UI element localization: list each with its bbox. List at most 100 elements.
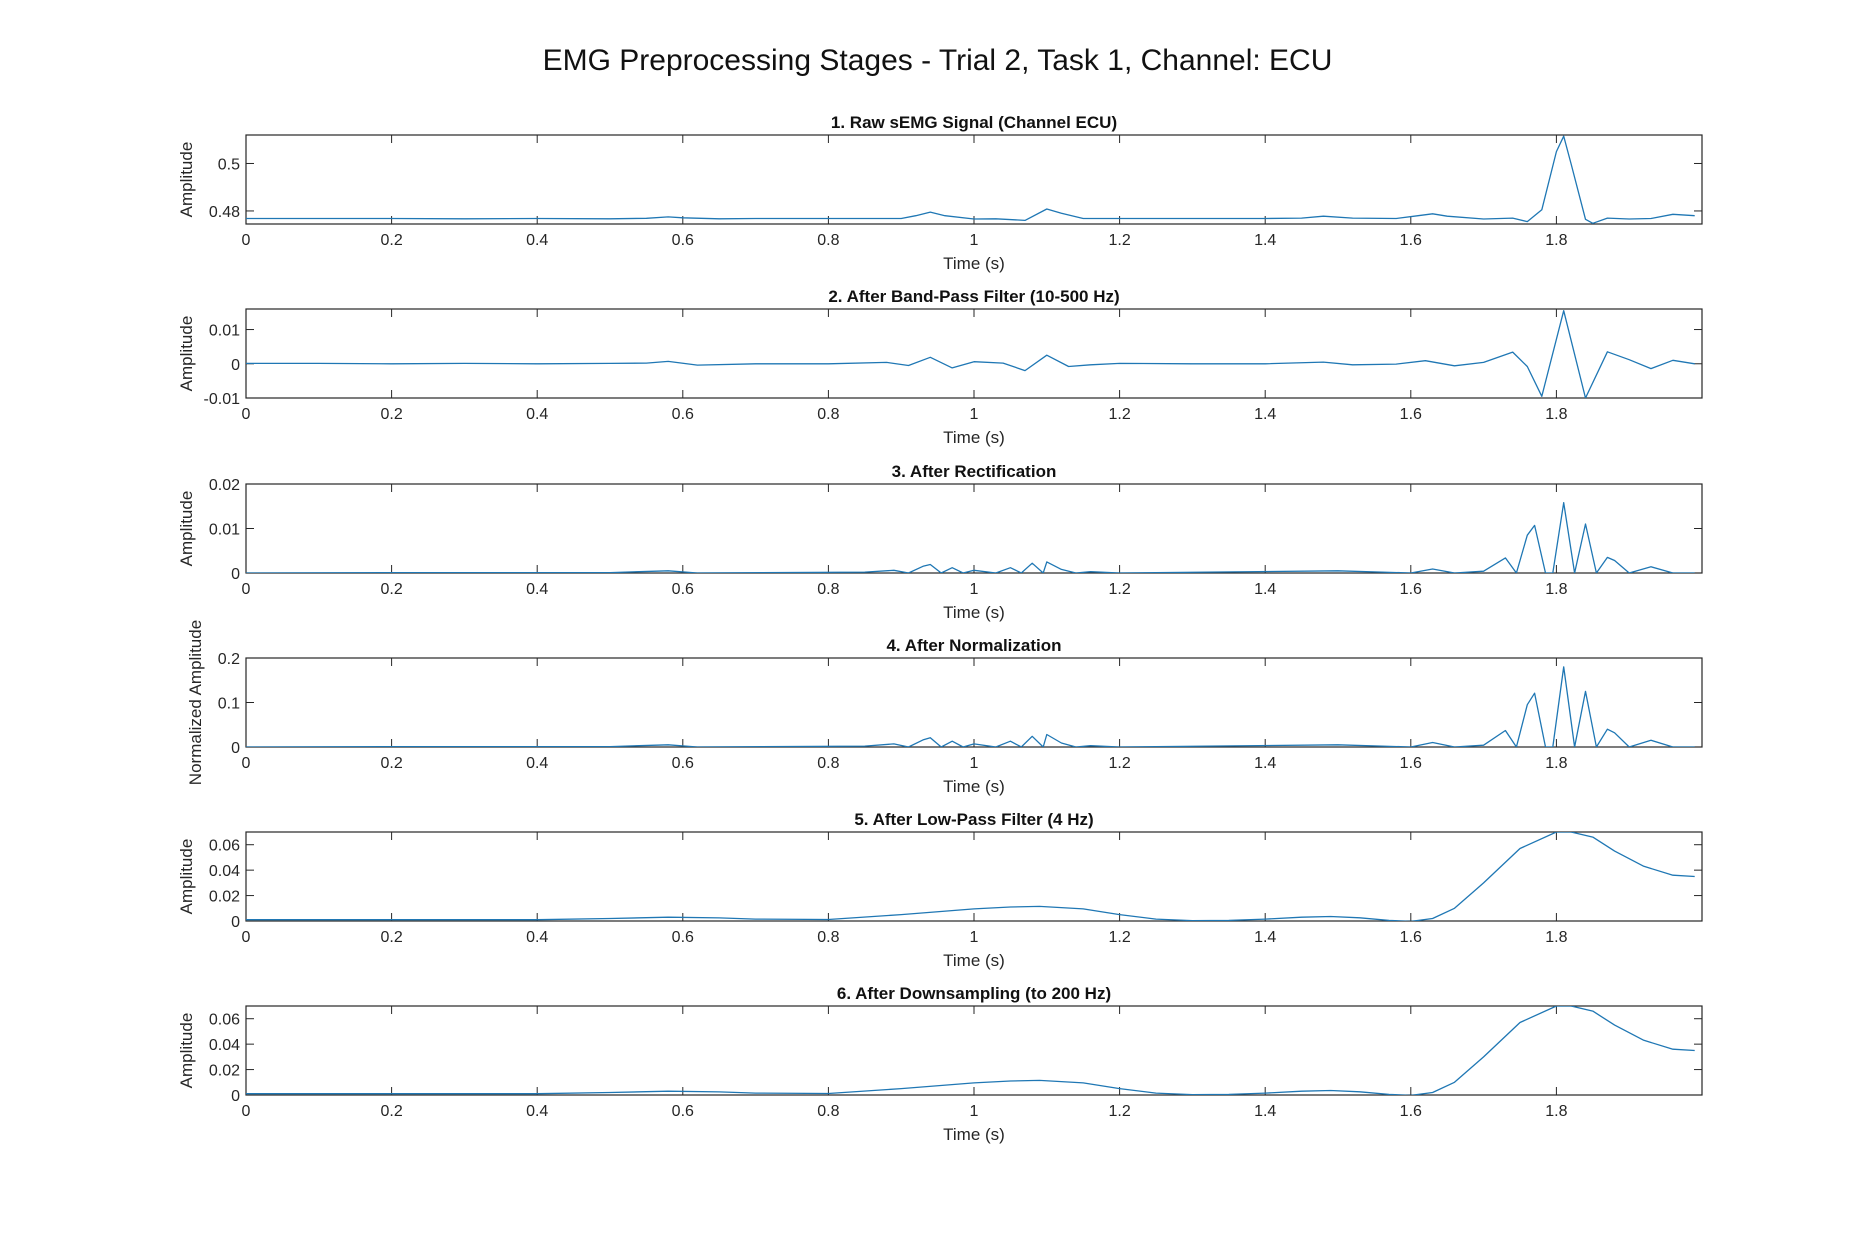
y-tick-label: 0.04 <box>209 1037 240 1054</box>
x-tick-label: 1.2 <box>1108 406 1130 423</box>
y-axis-label: Amplitude <box>177 839 196 915</box>
x-tick-label: 0.6 <box>672 1103 694 1120</box>
x-tick-label: 1.6 <box>1400 1103 1422 1120</box>
x-tick-label: 0.6 <box>672 406 694 423</box>
x-tick-label: 1.4 <box>1254 929 1276 946</box>
x-tick-label: 1.4 <box>1254 755 1276 772</box>
y-tick-label: 0 <box>231 1088 240 1105</box>
axes-box <box>245 483 1703 574</box>
x-tick-label: 1 <box>970 232 979 249</box>
axes-box <box>245 657 1703 748</box>
y-tick-label: 0.48 <box>209 204 240 221</box>
x-tick-label: 0.2 <box>380 232 402 249</box>
x-tick-label: 0.2 <box>380 1103 402 1120</box>
y-tick-label: 0.06 <box>209 1012 240 1029</box>
x-tick-label: 1 <box>970 929 979 946</box>
figure-title: EMG Preprocessing Stages - Trial 2, Task… <box>542 44 1333 77</box>
y-axis-label: Amplitude <box>177 1013 196 1089</box>
x-tick-label: 1.6 <box>1400 755 1422 772</box>
x-tick-label: 0 <box>242 406 251 423</box>
x-tick-label: 0.8 <box>817 1103 839 1120</box>
y-tick-label: 0 <box>231 914 240 931</box>
y-tick-label: 0.01 <box>209 323 240 340</box>
x-tick-label: 0.4 <box>526 232 548 249</box>
y-tick-label: 0 <box>231 566 240 583</box>
x-tick-label: 0.6 <box>672 929 694 946</box>
x-tick-label: 0.2 <box>380 929 402 946</box>
x-tick-label: 0.4 <box>526 929 548 946</box>
x-tick-label: 1 <box>970 406 979 423</box>
x-tick-label: 0.8 <box>817 581 839 598</box>
y-tick-label: 0 <box>231 740 240 757</box>
x-axis-label: Time (s) <box>943 1125 1005 1144</box>
subplot-title: 6. After Downsampling (to 200 Hz) <box>837 984 1111 1003</box>
x-tick-label: 0.4 <box>526 755 548 772</box>
y-tick-label: 0.02 <box>209 1063 240 1080</box>
series-line <box>246 832 1695 921</box>
axes-box <box>245 308 1703 399</box>
x-tick-label: 0.8 <box>817 406 839 423</box>
x-tick-label: 0.4 <box>526 1103 548 1120</box>
y-tick-label: 0.1 <box>218 696 240 713</box>
x-tick-label: 0 <box>242 581 251 598</box>
x-tick-label: 1.6 <box>1400 929 1422 946</box>
x-tick-label: 1.6 <box>1400 581 1422 598</box>
y-axis-label: Amplitude <box>177 316 196 392</box>
x-tick-label: 1.6 <box>1400 406 1422 423</box>
y-axis-label: Amplitude <box>177 491 196 567</box>
x-tick-label: 0.8 <box>817 929 839 946</box>
subplot-title: 4. After Normalization <box>886 636 1061 655</box>
subplot-title: 5. After Low-Pass Filter (4 Hz) <box>854 810 1093 829</box>
subplot-6: 0 0.2 0.4 0.6 0.8 1 1.2 1.4 1.6 1.8 0 0.02 0.04 0.06 6… <box>177 984 1703 1144</box>
x-tick-label: 1 <box>970 1103 979 1120</box>
x-tick-label: 1.8 <box>1545 929 1567 946</box>
y-tick-label: 0.02 <box>209 477 240 494</box>
axes-box <box>245 134 1703 225</box>
x-tick-label: 1.8 <box>1545 755 1567 772</box>
series-line <box>246 1006 1695 1095</box>
x-tick-label: 0.8 <box>817 755 839 772</box>
y-tick-label: 0 <box>231 357 240 374</box>
x-tick-label: 0 <box>242 755 251 772</box>
x-tick-label: 0.2 <box>380 581 402 598</box>
axes-box <box>245 1005 1703 1096</box>
series-line <box>246 502 1695 573</box>
x-tick-label: 1.2 <box>1108 232 1130 249</box>
subplot-title: 2. After Band-Pass Filter (10-500 Hz) <box>828 287 1119 306</box>
series-line <box>246 135 1695 224</box>
x-tick-label: 1.8 <box>1545 581 1567 598</box>
axes-box <box>245 831 1703 922</box>
x-tick-label: 0.6 <box>672 581 694 598</box>
x-tick-label: 1.8 <box>1545 232 1567 249</box>
y-tick-label: 0.04 <box>209 863 240 880</box>
y-tick-label: 0.5 <box>218 156 240 173</box>
x-axis-label: Time (s) <box>943 603 1005 622</box>
x-tick-label: 1.8 <box>1545 1103 1567 1120</box>
x-tick-label: 1.2 <box>1108 755 1130 772</box>
y-tick-label: 0.2 <box>218 651 240 668</box>
x-tick-label: 0.2 <box>380 755 402 772</box>
x-tick-label: 0.4 <box>526 581 548 598</box>
series-line <box>246 666 1695 747</box>
subplot-5: 0 0.2 0.4 0.6 0.8 1 1.2 1.4 1.6 1.8 0 0.02 0.04 0.06 5… <box>177 810 1703 970</box>
x-tick-label: 0.6 <box>672 232 694 249</box>
x-tick-label: 1.4 <box>1254 1103 1276 1120</box>
x-tick-label: 0 <box>242 929 251 946</box>
x-tick-label: 1.8 <box>1545 406 1567 423</box>
x-tick-label: 1.6 <box>1400 232 1422 249</box>
x-tick-label: 0.2 <box>380 406 402 423</box>
x-tick-label: 1.2 <box>1108 1103 1130 1120</box>
series-line <box>246 310 1695 398</box>
x-tick-label: 0 <box>242 232 251 249</box>
subplot-4: 0 0.2 0.4 0.6 0.8 1 1.2 1.4 1.6 1.8 0 0.1 0.2 4. Afte… <box>186 620 1703 796</box>
y-axis-label: Amplitude <box>177 142 196 218</box>
y-tick-label: 0.06 <box>209 838 240 855</box>
x-tick-label: 0.4 <box>526 406 548 423</box>
y-axis-label: Normalized Amplitude <box>186 620 205 785</box>
x-axis-label: Time (s) <box>943 254 1005 273</box>
x-axis-label: Time (s) <box>943 951 1005 970</box>
y-tick-label: -0.01 <box>204 391 241 408</box>
x-tick-label: 0.8 <box>817 232 839 249</box>
